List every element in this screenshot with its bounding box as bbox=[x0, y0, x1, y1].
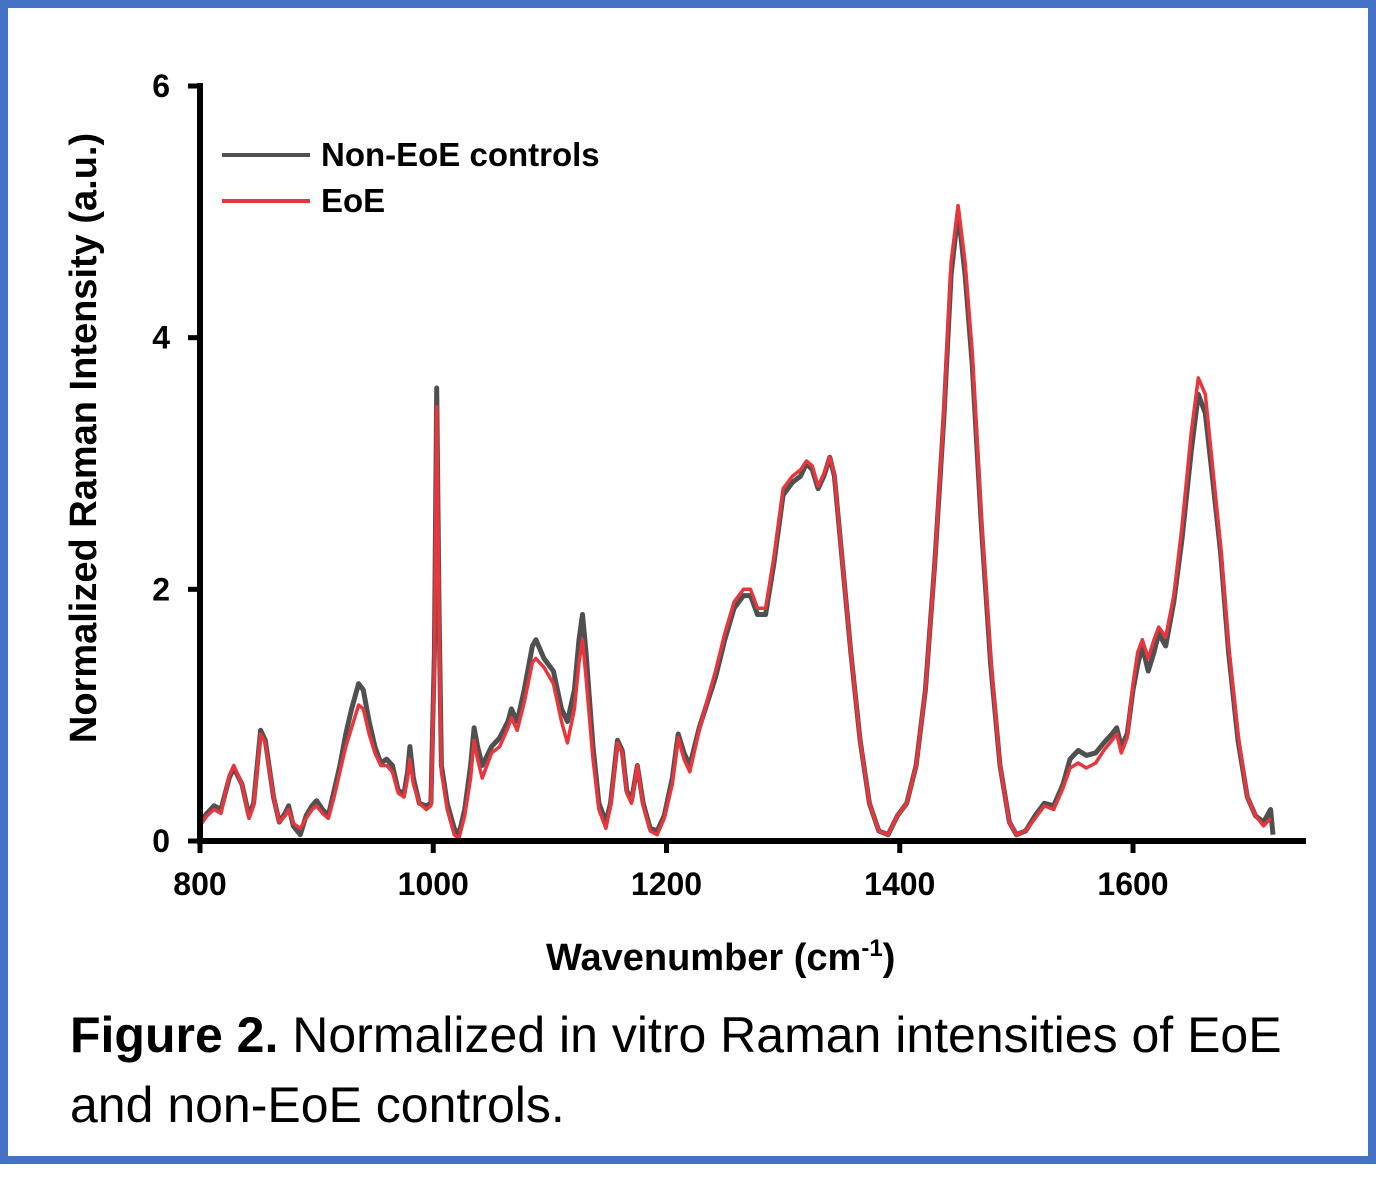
series-line-eoe bbox=[198, 203, 1272, 841]
legend-label-eoe: EoE bbox=[321, 182, 385, 219]
legend-label-non-eoe: Non-EoE controls bbox=[321, 136, 600, 173]
x-tick-label-800: 800 bbox=[173, 866, 226, 902]
caption-text: Normalized in vitro Raman intensities of… bbox=[70, 1007, 1282, 1133]
y-tick-label-4: 4 bbox=[152, 320, 170, 356]
x-tick-label-1400: 1400 bbox=[864, 866, 935, 902]
y-axis-title: Normalized Raman Intensity (a.u.) bbox=[63, 133, 105, 743]
caption-label: Figure 2. bbox=[70, 1007, 279, 1063]
figure-caption: Figure 2. Normalized in vitro Raman inte… bbox=[70, 1000, 1330, 1140]
chart-legend: Non-EoE controls EoE bbox=[222, 136, 600, 219]
x-tick-label-1000: 1000 bbox=[398, 866, 469, 902]
x-axis-title: Wavenumber (cm-1) bbox=[546, 935, 895, 979]
x-tick-label-1600: 1600 bbox=[1097, 866, 1168, 902]
raman-chart: 800 1000 1200 1400 1600 0 2 4 6 Non-EoE controls… bbox=[63, 68, 1306, 979]
y-tick-label-6: 6 bbox=[152, 68, 170, 104]
y-tick-label-2: 2 bbox=[152, 571, 170, 607]
y-tick-label-0: 0 bbox=[152, 823, 170, 859]
x-tick-label-1200: 1200 bbox=[631, 866, 702, 902]
